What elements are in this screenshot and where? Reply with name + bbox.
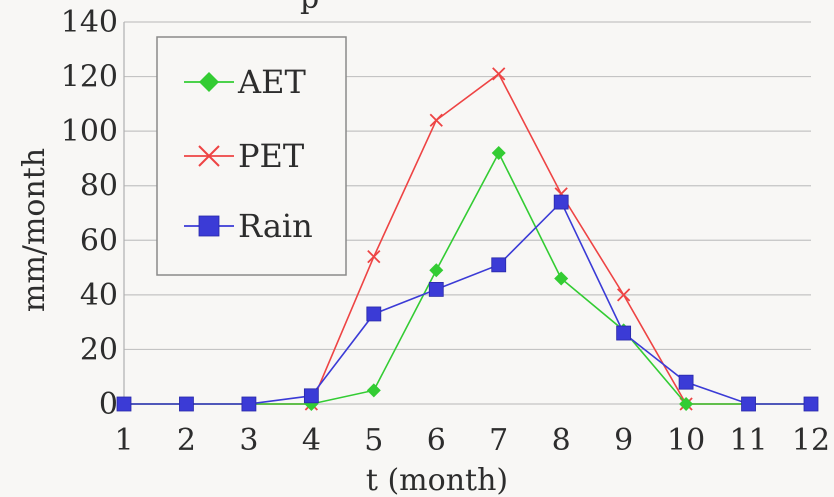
y-tick-label: 140 bbox=[61, 5, 118, 40]
x-axis-label: t (month) bbox=[366, 463, 508, 497]
legend-marker-pet-b bbox=[198, 145, 220, 167]
pet-point-stroke-b bbox=[429, 113, 443, 127]
aet-point bbox=[366, 383, 381, 398]
x-tick-labels: 1 2 3 4 5 6 7 8 9 10 11 12 bbox=[114, 423, 830, 458]
legend-label-pet: PET bbox=[238, 137, 305, 175]
y-tick-label: 40 bbox=[80, 278, 118, 313]
rain-point bbox=[803, 396, 819, 412]
legend-item-rain: Rain bbox=[184, 207, 313, 245]
x-tick-label: 1 bbox=[114, 423, 133, 458]
pet-point bbox=[367, 250, 381, 264]
series-line-rain bbox=[124, 200, 811, 405]
x-tick-label: 11 bbox=[729, 423, 767, 458]
chart-title-fragment: p bbox=[300, 0, 319, 16]
x-tick-label: 7 bbox=[489, 423, 508, 458]
legend-item-pet: PET bbox=[184, 137, 305, 175]
y-tick-label: 20 bbox=[80, 332, 118, 367]
x-tick-label: 2 bbox=[177, 423, 196, 458]
rain-point bbox=[241, 396, 257, 412]
rain-point bbox=[179, 396, 194, 412]
x-tick-label: 4 bbox=[302, 423, 321, 458]
x-tick-label: 8 bbox=[552, 423, 571, 458]
x-tick-label: 10 bbox=[667, 423, 705, 458]
pet-point bbox=[616, 288, 631, 302]
rain-point bbox=[428, 281, 444, 297]
legend-item-aet: AET bbox=[184, 63, 306, 101]
pet-point-stroke-b bbox=[367, 250, 381, 264]
aet-point bbox=[679, 397, 694, 411]
legend-marker-aet bbox=[199, 72, 219, 92]
y-tick-label: 0 bbox=[99, 387, 118, 422]
rain-point bbox=[366, 306, 382, 322]
rain-point bbox=[303, 388, 319, 404]
pet-point bbox=[429, 113, 443, 127]
x-tick-label: 12 bbox=[792, 423, 830, 458]
pet-point-stroke-b bbox=[616, 288, 631, 302]
series-layer bbox=[116, 67, 819, 412]
legend: AET PET Rain bbox=[156, 36, 347, 276]
x-tick-label: 3 bbox=[239, 423, 258, 458]
legend-marker-rain bbox=[198, 215, 220, 237]
legend-marker-pet bbox=[198, 145, 220, 167]
y-tick-label: 80 bbox=[80, 169, 118, 204]
x-tick-label: 6 bbox=[427, 423, 446, 458]
aet-point bbox=[554, 271, 569, 286]
pet-point bbox=[492, 67, 506, 81]
rain-point bbox=[616, 325, 632, 341]
x-tick-label: 5 bbox=[364, 423, 383, 458]
rain-point bbox=[553, 194, 569, 210]
y-tick-label: 60 bbox=[80, 223, 118, 258]
legend-label-aet: AET bbox=[237, 63, 306, 101]
rain-point bbox=[116, 396, 132, 412]
aet-point bbox=[429, 263, 444, 278]
legend-label-rain: Rain bbox=[238, 207, 313, 245]
y-axis-label: mm/month bbox=[17, 148, 52, 312]
pet-point-stroke-b bbox=[492, 67, 506, 81]
rain-point bbox=[491, 257, 507, 273]
y-tick-label: 100 bbox=[61, 114, 118, 149]
y-tick-label: 120 bbox=[61, 60, 118, 95]
y-tick-labels: 0 20 40 60 80 100 120 140 bbox=[61, 5, 118, 422]
series-rain bbox=[116, 194, 819, 412]
rain-point bbox=[741, 396, 756, 412]
rain-point bbox=[678, 374, 694, 390]
x-tick-label: 9 bbox=[614, 423, 633, 458]
aet-point bbox=[491, 145, 506, 160]
